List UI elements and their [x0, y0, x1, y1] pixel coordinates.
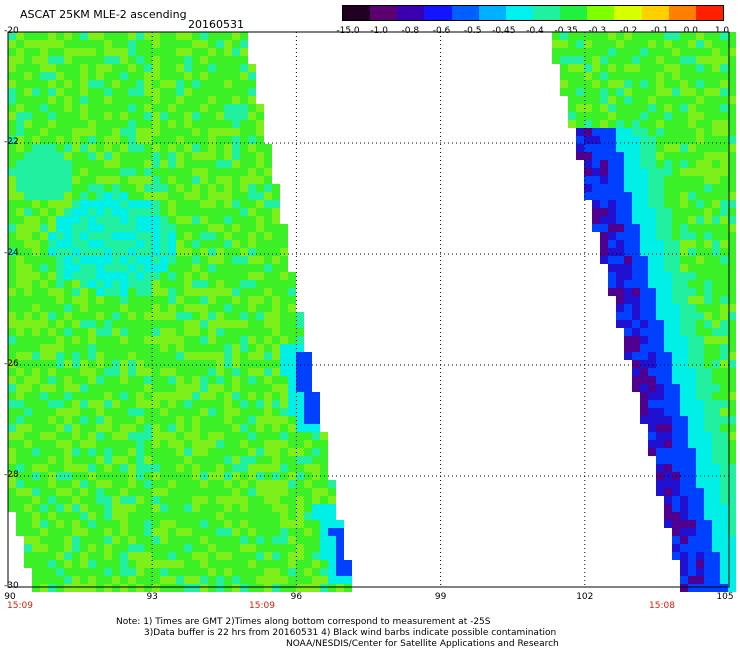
lon-tick-label: 102 — [576, 592, 594, 602]
colorbar-swatch — [533, 6, 561, 20]
lat-tick-label: -28 — [4, 470, 19, 480]
colorbar-tick-label: -0.4 — [526, 26, 544, 36]
colorbar-tick-label: 0.0 — [683, 26, 698, 36]
lat-tick-label: -30 — [4, 581, 19, 591]
colorbar-swatch — [478, 6, 507, 20]
colorbar-tick-label: -15.0 — [336, 26, 360, 36]
colorbar-swatch — [587, 6, 615, 20]
footnote-line-3: NOAA/NESDIS/Center for Satellite Applica… — [286, 639, 559, 649]
colorbar-swatch — [370, 6, 398, 20]
colorbar-swatch — [641, 6, 670, 20]
colorbar — [342, 5, 724, 21]
swath-right — [552, 32, 736, 592]
lat-tick-label: -24 — [4, 248, 19, 258]
colorbar-tick-label: 1.0 — [714, 26, 730, 36]
lat-tick-label: -22 — [4, 137, 19, 147]
colorbar-swatch — [505, 6, 534, 20]
colorbar-tick-label: -0.5 — [463, 26, 482, 36]
product-title: ASCAT 25KM MLE-2 ascending — [20, 8, 187, 21]
lon-tick-label: 96 — [290, 592, 303, 602]
colorbar-tick-label: -0.45 — [492, 26, 516, 36]
colorbar-swatch — [614, 6, 643, 20]
swath-left — [8, 32, 352, 592]
colorbar-swatch — [560, 6, 588, 20]
lon-tick-label: 93 — [146, 592, 158, 602]
colorbar-tick-label: -0.1 — [650, 26, 669, 36]
lat-tick-label: -26 — [4, 359, 19, 369]
time-label-1: 15:09 — [7, 601, 33, 611]
colorbar-tick-label: -0.6 — [432, 26, 451, 36]
colorbar-labels: -15.0 -1.0 -0.8 -0.6 -0.5 -0.45 -0.4 -0.35 -0.3 -… — [0, 26, 740, 38]
lon-tick-label: 90 — [4, 592, 16, 602]
colorbar-swatch — [343, 6, 371, 20]
time-label-3: 15:08 — [649, 601, 675, 611]
colorbar-tick-label: -1.0 — [370, 26, 388, 36]
colorbar-swatch — [451, 6, 480, 20]
lon-tick-label: 105 — [716, 592, 734, 602]
colorbar-swatch — [424, 6, 453, 20]
graticule — [8, 32, 729, 587]
lon-tick-label: 99 — [434, 592, 447, 602]
lat-tick-label: -20 — [4, 26, 19, 36]
colorbar-tick-label: -0.2 — [619, 26, 638, 36]
colorbar-swatch — [397, 6, 425, 20]
footnote-line-1: Note: 1) Times are GMT 2)Times along bot… — [116, 617, 491, 627]
map-border — [7, 31, 730, 588]
time-label-2: 15:09 — [249, 601, 275, 611]
colorbar-tick-label: -0.35 — [554, 26, 578, 36]
colorbar-tick-label: -0.8 — [401, 26, 420, 36]
colorbar-swatch — [695, 6, 724, 20]
colorbar-tick-label: -0.3 — [588, 26, 607, 36]
footnote-line-2: 3)Data buffer is 22 hrs from 20160531 4)… — [144, 628, 557, 638]
footnote: Note: 1) Times are GMT 2)Times along bot… — [116, 617, 559, 650]
product-date: 20160531 — [188, 18, 244, 31]
colorbar-swatch — [668, 6, 697, 20]
